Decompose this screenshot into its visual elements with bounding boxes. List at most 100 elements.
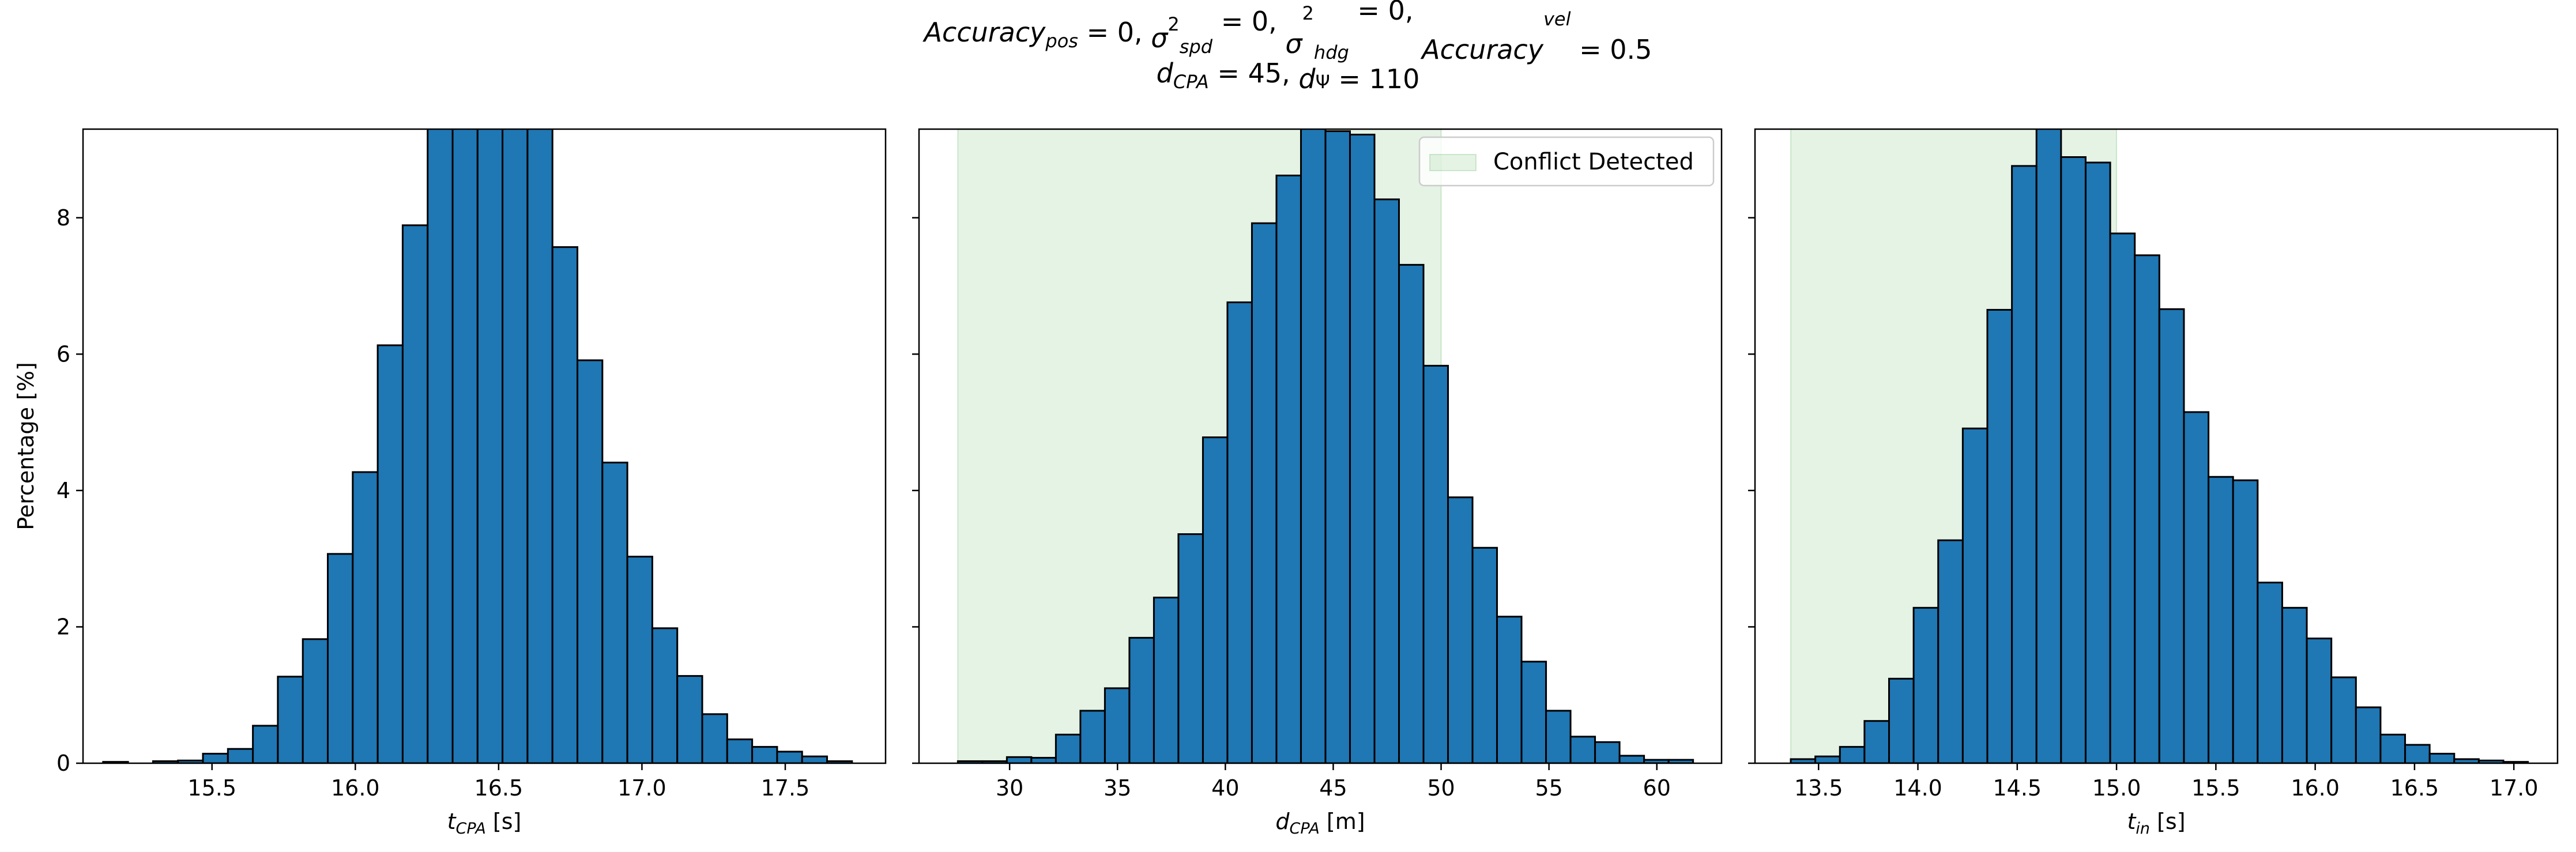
histogram-bar	[1888, 677, 1915, 763]
histogram-bar	[502, 129, 529, 763]
axes-frame	[918, 128, 1723, 764]
y-tick-label: 0	[57, 751, 70, 776]
histogram-bar	[2428, 752, 2456, 763]
histogram-bar	[1005, 756, 1033, 763]
histogram-bar	[1030, 757, 1057, 763]
histogram-bar	[1961, 427, 1989, 763]
histogram-bar	[427, 129, 454, 763]
histogram-bar	[1251, 222, 1278, 763]
histogram-bar	[1618, 755, 1645, 763]
histogram-bar	[1373, 198, 1400, 763]
histogram-bar	[1447, 496, 1474, 763]
x-axis-label: tCPA [s]	[447, 809, 522, 838]
histogram-bar	[1275, 174, 1302, 763]
x-tick-label: 16.0	[2291, 775, 2340, 801]
histogram-bar	[801, 755, 828, 763]
axes-frame	[1754, 128, 2559, 764]
x-tick-label: 14.5	[1993, 775, 2042, 801]
histogram-bar	[826, 760, 853, 763]
x-axis-label: tin [s]	[2127, 809, 2185, 838]
histogram-bar	[1104, 687, 1131, 763]
legend-swatch	[1429, 154, 1477, 171]
x-tick-label: 13.5	[1794, 775, 1843, 801]
histogram-bar	[2257, 582, 2283, 763]
x-tick-label: 14.0	[1893, 775, 1942, 801]
histogram-bar	[302, 638, 329, 763]
histogram-bar	[1079, 710, 1106, 763]
x-tick-label: 15.0	[2092, 775, 2141, 801]
x-tick-label: 16.0	[331, 775, 380, 801]
histogram-bar	[376, 344, 404, 763]
legend-label: Conflict Detected	[1493, 149, 1694, 175]
x-tick-label: 40	[1211, 775, 1239, 801]
histogram-bar	[1986, 308, 2013, 763]
histogram-bar	[526, 129, 553, 763]
histogram-bar	[2109, 232, 2136, 763]
x-tick-label: 15.5	[2191, 775, 2240, 801]
histogram-bar	[1937, 539, 1964, 763]
histogram-bar	[352, 471, 379, 763]
histogram-bar	[676, 675, 703, 763]
x-tick-label: 17.0	[2490, 775, 2539, 801]
subplot-3: 13.5 14.0 14.5 15.0 15.5 16.0 16.5 17.0 tin [s]	[1748, 128, 2559, 838]
histogram-bar	[2035, 129, 2062, 763]
x-tick-label: 55	[1535, 775, 1562, 801]
histogram-bar	[2404, 744, 2431, 763]
histogram-bar	[626, 556, 653, 763]
histogram-bar	[1814, 755, 1841, 763]
histogram-bar	[2134, 254, 2160, 763]
histogram-bar	[2355, 706, 2382, 763]
histogram-bar	[776, 751, 803, 763]
histogram-bar	[2306, 638, 2333, 763]
figure-title-line-1: Accuracypos = 0, σ2spd = 0, σ2hdg = 0, A…	[922, 0, 1652, 65]
histogram-bar	[1912, 606, 1939, 763]
histogram-bar	[2232, 479, 2259, 763]
y-axis-label: Percentage [%]	[13, 362, 39, 530]
histogram-bar	[701, 713, 728, 763]
x-tick-label: 60	[1643, 775, 1671, 801]
histogram-bar	[1349, 133, 1376, 763]
histogram-bar	[551, 246, 579, 763]
x-tick-label: 15.5	[187, 775, 236, 801]
histogram-bar	[2060, 156, 2087, 763]
histogram-bar	[601, 461, 628, 763]
histogram-bar	[227, 748, 254, 763]
x-tick-label: 17.0	[617, 775, 666, 801]
y-tick-label: 4	[57, 478, 70, 503]
histogram-bar	[2208, 476, 2234, 763]
histogram-bar	[577, 359, 604, 763]
histogram-bar	[1202, 436, 1229, 763]
x-tick-label: 45	[1319, 775, 1347, 801]
x-tick-label: 17.5	[761, 775, 810, 801]
histogram-bar	[2183, 411, 2210, 763]
histogram-bar	[1422, 364, 1449, 763]
histogram-bar	[1128, 636, 1155, 763]
histogram-bar	[2330, 676, 2357, 763]
histogram-bar	[751, 746, 778, 763]
x-tick-label: 16.5	[474, 775, 524, 801]
histogram-bar	[1471, 546, 1498, 763]
histogram-bar	[202, 752, 229, 763]
x-axis-label: dCPA [m]	[1275, 809, 1365, 838]
x-tick-label: 50	[1427, 775, 1455, 801]
subplot-2: 30 35 40 45 50 55 60 dCPA [m] Conflict Detected	[912, 128, 1723, 838]
x-tick-label: 16.5	[2390, 775, 2439, 801]
histogram-bar	[1839, 746, 1866, 763]
histogram-bar	[1594, 741, 1621, 763]
histogram-bar	[1226, 301, 1253, 763]
histogram-bar	[1177, 533, 1204, 763]
histogram-bar	[2011, 165, 2038, 763]
histogram-bar	[476, 129, 504, 763]
histogram-bar	[2158, 308, 2185, 763]
histogram-bar	[451, 129, 479, 763]
histogram-bar	[1300, 129, 1327, 763]
histogram-bar	[277, 676, 304, 763]
histogram-bar	[726, 738, 754, 763]
histogram-bar	[1054, 733, 1082, 763]
figure-title-line-2: dCPA = 45, dΨ = 110	[1157, 58, 1420, 95]
histogram-bar	[1153, 597, 1180, 763]
histogram-bar	[327, 553, 354, 763]
histogram-bar	[401, 224, 429, 763]
histogram-bar	[1496, 616, 1523, 763]
